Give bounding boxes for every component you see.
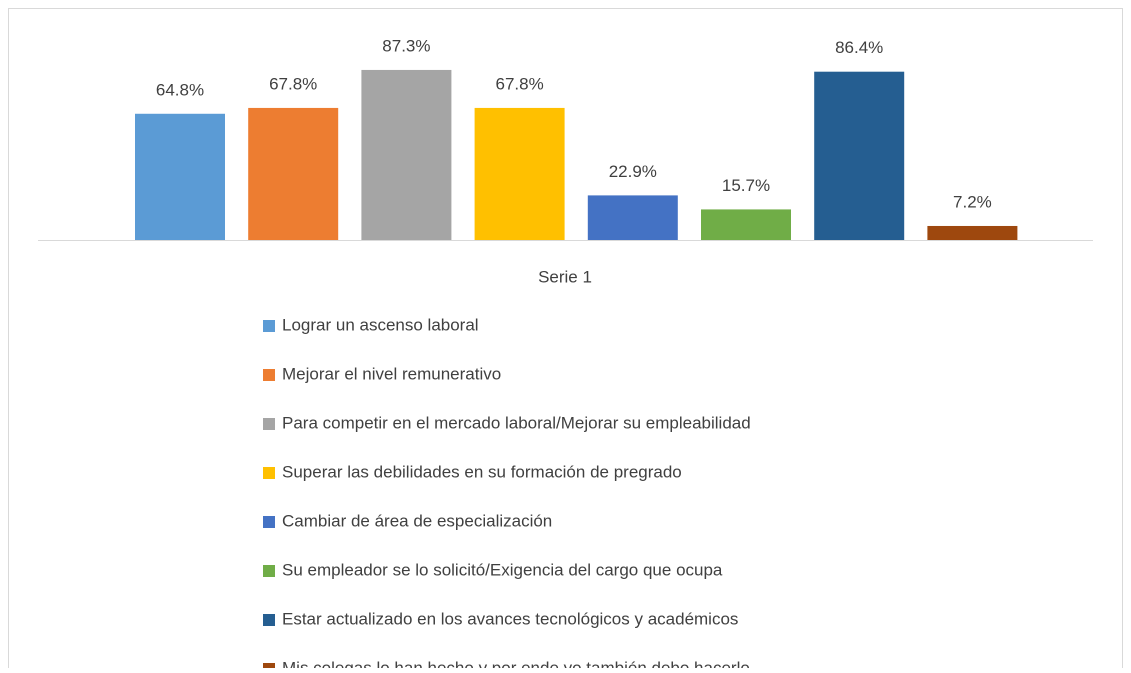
legend-swatch bbox=[263, 663, 275, 673]
legend-label: Lograr un ascenso laboral bbox=[282, 315, 479, 334]
legend-swatch bbox=[263, 467, 275, 479]
legend-swatch bbox=[263, 614, 275, 626]
legend-label: Mis colegas lo han hecho y por ende yo t… bbox=[282, 658, 750, 668]
legend-swatch bbox=[263, 418, 275, 430]
chart-frame bbox=[8, 8, 1123, 673]
data-label: 67.8% bbox=[269, 74, 317, 93]
legend-label: Estar actualizado en los avances tecnoló… bbox=[282, 609, 738, 628]
legend-swatch bbox=[263, 320, 275, 332]
legend-label: Su empleador se lo solicitó/Exigencia de… bbox=[282, 560, 723, 579]
bar bbox=[248, 107, 339, 240]
legend-label: Superar las debilidades en su formación … bbox=[282, 462, 682, 481]
bar bbox=[474, 107, 565, 240]
bar bbox=[361, 69, 452, 240]
bar bbox=[701, 209, 791, 240]
x-tick-label: Serie 1 bbox=[538, 267, 592, 286]
legend-label: Mejorar el nivel remunerativo bbox=[282, 364, 501, 383]
bar bbox=[135, 113, 225, 240]
data-label: 15.7% bbox=[722, 176, 770, 195]
legend-swatch bbox=[263, 565, 275, 577]
data-label: 22.9% bbox=[609, 162, 657, 181]
legend-label: Cambiar de área de especialización bbox=[282, 511, 552, 530]
data-label: 64.8% bbox=[156, 80, 204, 99]
legend-swatch bbox=[263, 369, 275, 381]
legend-label: Para competir en el mercado laboral/Mejo… bbox=[282, 413, 751, 432]
legend-swatch bbox=[263, 516, 275, 528]
bar bbox=[814, 71, 905, 240]
data-label: 87.3% bbox=[382, 36, 430, 55]
data-label: 86.4% bbox=[835, 38, 883, 57]
data-label: 67.8% bbox=[495, 74, 543, 93]
data-label: 7.2% bbox=[953, 192, 992, 211]
bar bbox=[927, 225, 1018, 240]
bar bbox=[587, 195, 678, 240]
